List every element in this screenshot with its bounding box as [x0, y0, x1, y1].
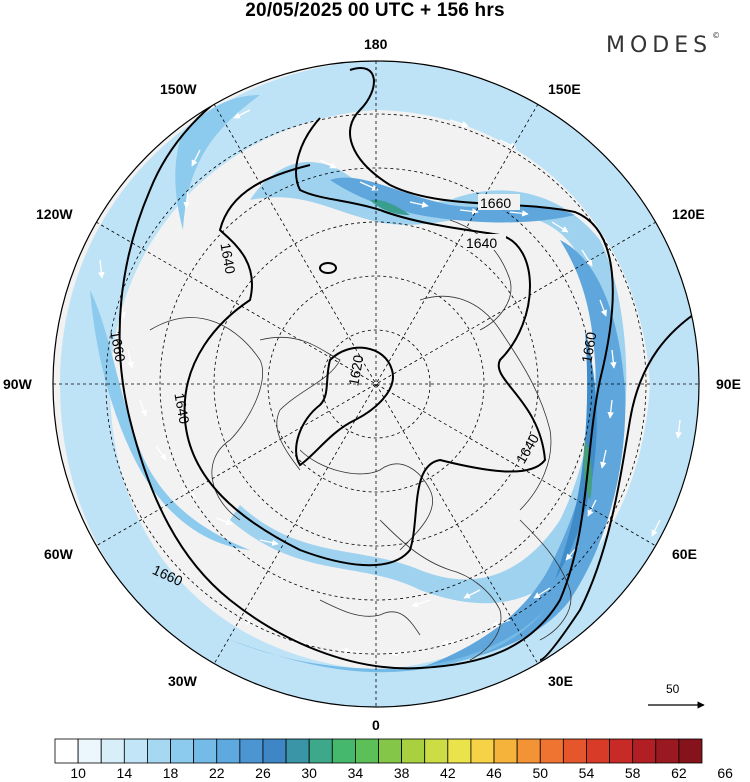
- lon-label-120e: 120E: [672, 206, 705, 222]
- colorbar-tick-label: 26: [255, 765, 271, 781]
- lon-label-120w: 120W: [36, 206, 73, 222]
- contour-label: 1660: [578, 330, 599, 364]
- colorbar-tick-label: 38: [394, 765, 410, 781]
- colorbar-swatch: [193, 738, 218, 764]
- lon-label-90e: 90E: [716, 376, 741, 392]
- colorbar-tick-label: 22: [209, 765, 225, 781]
- globe-disc: [53, 61, 699, 707]
- colorbar-swatch: [470, 738, 495, 764]
- colorbar-tick-label: 54: [579, 765, 595, 781]
- colorbar-swatch: [632, 738, 657, 764]
- contour-label: 1640: [466, 235, 497, 251]
- lon-label-180: 180: [364, 36, 388, 52]
- jet-core-north: [330, 177, 575, 223]
- lon-label-90w: 90W: [3, 376, 33, 392]
- colorbar-tick-label: 34: [348, 765, 364, 781]
- colorbar-swatch: [147, 738, 171, 764]
- colorbar-swatch: [378, 738, 403, 764]
- jet-core-west: [90, 290, 250, 550]
- colorbar-swatch: [401, 738, 426, 764]
- colorbar-tick-label: 66: [717, 765, 733, 781]
- colorbar-tick-label: 10: [70, 765, 86, 781]
- contour-label: 1640: [217, 242, 238, 276]
- contour-label: 1640: [171, 392, 192, 426]
- jet-core-south: [230, 610, 545, 673]
- colorbar-swatch: [100, 738, 125, 764]
- colorbar-tick-label: 50: [532, 765, 548, 781]
- colorbar-swatch: [447, 738, 472, 764]
- reference-vector: 50: [648, 682, 705, 709]
- coastlines: [149, 219, 572, 661]
- colorbar-swatch: [285, 738, 310, 764]
- colorbar-swatch: [493, 738, 518, 764]
- colorbar-swatch: [262, 738, 287, 764]
- brand-name: MODES: [606, 33, 713, 58]
- colorbar-swatch: [239, 738, 264, 764]
- colorbar-ticks: 10141822263034384246505458626670: [70, 765, 733, 781]
- jet-max-north: [370, 199, 410, 215]
- colorbar-swatch: [354, 738, 379, 764]
- colorbar-swatch: [586, 738, 610, 764]
- colorbar-swatch: [539, 738, 564, 764]
- colorbar-swatch: [562, 738, 587, 764]
- copyright-mark: ©: [712, 31, 721, 40]
- colorbar-tick-label: 62: [671, 765, 687, 781]
- contour-label: 1620: [345, 353, 366, 387]
- lon-label-30w: 30W: [168, 673, 198, 689]
- colorbar-tick-label: 58: [625, 765, 641, 781]
- colorbar-swatch: [516, 738, 541, 764]
- colorbar-swatch: [655, 738, 680, 764]
- lon-label-150e: 150E: [548, 81, 581, 97]
- lon-label-150w: 150W: [160, 81, 197, 97]
- colorbar-tick-label: 42: [440, 765, 456, 781]
- colorbar-tick-label: 14: [117, 765, 133, 781]
- colorbar-swatch: [170, 738, 195, 764]
- colorbar-swatch: [216, 738, 241, 764]
- brand-logo: MODES©: [606, 31, 721, 58]
- colorbar-tick-label: 18: [163, 765, 179, 781]
- colorbar-swatch: [123, 738, 148, 764]
- contour-label: 1660: [480, 195, 511, 211]
- colorbar-swatch: [331, 738, 356, 764]
- colorbar-swatch: [609, 738, 634, 764]
- colorbar-swatch: [77, 738, 102, 764]
- lon-label-30e: 30E: [548, 673, 573, 689]
- colorbar-swatch: [54, 738, 79, 764]
- colorbar-swatch: [308, 738, 333, 764]
- globe-outline: [52, 60, 700, 708]
- lon-label-0: 0: [372, 717, 380, 733]
- colorbar-tick-label: 30: [301, 765, 317, 781]
- jet-core-northwest: [175, 95, 260, 230]
- colorbar-swatch: [424, 738, 449, 764]
- colorbar-swatch: [678, 738, 703, 764]
- reference-vector-value: 50: [666, 682, 680, 696]
- lon-label-60e: 60E: [672, 546, 697, 562]
- height-contours: [118, 67, 699, 670]
- contour-label: 1660: [107, 330, 128, 364]
- colorbar: [54, 738, 703, 764]
- colorbar-tick-label: 46: [486, 765, 502, 781]
- lon-label-60w: 60W: [44, 546, 74, 562]
- chart-title: 20/05/2025 00 UTC + 156 hrs: [245, 0, 505, 21]
- graticule: [53, 61, 699, 707]
- wind-speed-shading: [53, 61, 699, 707]
